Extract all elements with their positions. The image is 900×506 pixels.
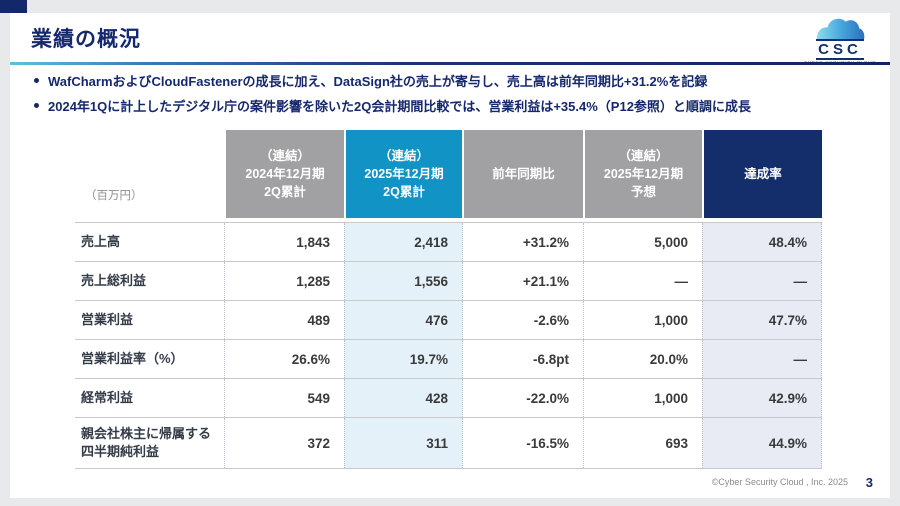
table-row: 親会社株主に帰属する四半期純利益 372 311 -16.5% 693 44.9…: [75, 417, 822, 469]
header-line: 前年同期比: [492, 166, 555, 181]
table-cell: 44.9%: [702, 418, 822, 468]
table-cell: 42.9%: [702, 379, 822, 417]
bullet-item: WafCharmおよびCloudFastenerの成長に加え、DataSign社…: [34, 74, 870, 90]
table-cell: —: [583, 262, 702, 300]
table-cell: 47.7%: [702, 301, 822, 339]
column-header-2024-2q: （連結） 2024年12月期 2Q累計: [224, 130, 344, 218]
table-body: 売上高 1,843 2,418 +31.2% 5,000 48.4% 売上総利益…: [75, 222, 822, 469]
logo-wordmark: CSC: [816, 39, 864, 61]
header-line: 2Q累計: [264, 185, 306, 200]
header-line: 予想: [630, 185, 656, 200]
table-header-row: （百万円） （連結） 2024年12月期 2Q累計 （連結） 2025年12月期…: [75, 130, 822, 218]
table-cell: 19.7%: [344, 340, 462, 378]
header-line: 2025年12月期: [364, 166, 444, 181]
table-cell: +21.1%: [462, 262, 583, 300]
csc-logo: CSC CYBER SECURITY CLOUD: [802, 14, 878, 67]
copyright-text: ©Cyber Security Cloud , Inc. 2025: [711, 477, 848, 487]
table-cell: 26.6%: [224, 340, 344, 378]
table-cell: 489: [224, 301, 344, 339]
row-label: 売上高: [81, 234, 121, 250]
table-cell: —: [702, 262, 822, 300]
table-row: 経常利益 549 428 -22.0% 1,000 42.9%: [75, 378, 822, 417]
header-line: 2024年12月期: [245, 166, 325, 181]
table-row: 売上総利益 1,285 1,556 +21.1% — —: [75, 261, 822, 300]
table-row: 売上高 1,843 2,418 +31.2% 5,000 48.4%: [75, 222, 822, 261]
slide-card: 業績の概況 CSC CYBER SECURITY CLOUD WafCharmお…: [10, 13, 890, 498]
table-cell: 1,843: [224, 223, 344, 261]
header-line: （連結）: [618, 148, 669, 163]
row-label: 売上総利益: [81, 273, 147, 289]
bullet-dot-icon: [34, 103, 39, 109]
table-cell: +31.2%: [462, 223, 583, 261]
table-cell: 428: [344, 379, 462, 417]
table-cell: 476: [344, 301, 462, 339]
table-cell: -6.8pt: [462, 340, 583, 378]
unit-label: （百万円）: [85, 190, 143, 203]
table-cell: 5,000: [583, 223, 702, 261]
header-line: （連結）: [259, 148, 310, 163]
table-row: 営業利益 489 476 -2.6% 1,000 47.7%: [75, 300, 822, 339]
page-number: 3: [865, 475, 873, 490]
summary-bullets: WafCharmおよびCloudFastenerの成長に加え、DataSign社…: [34, 74, 870, 125]
table-cell: 2,418: [344, 223, 462, 261]
table-cell: 1,000: [583, 301, 702, 339]
cloud-logo-icon: [802, 14, 878, 41]
table-cell: 372: [224, 418, 344, 468]
table-cell: -2.6%: [462, 301, 583, 339]
table-cell: 549: [224, 379, 344, 417]
row-label: 親会社株主に帰属する四半期純利益: [81, 426, 212, 459]
table-cell: -22.0%: [462, 379, 583, 417]
table-cell: 1,556: [344, 262, 462, 300]
column-header-2025-2q: （連結） 2025年12月期 2Q累計: [344, 130, 462, 218]
financial-results-table: （百万円） （連結） 2024年12月期 2Q累計 （連結） 2025年12月期…: [75, 130, 822, 469]
title-divider: [10, 62, 890, 65]
row-label: 経常利益: [81, 390, 134, 406]
column-header-forecast: （連結） 2025年12月期 予想: [583, 130, 702, 218]
table-cell: 20.0%: [583, 340, 702, 378]
column-header-yoy: 前年同期比: [462, 130, 583, 218]
header-line: 2Q累計: [383, 185, 425, 200]
table-cell: —: [702, 340, 822, 378]
page-title: 業績の概況: [31, 28, 141, 51]
header-line: 2025年12月期: [603, 166, 684, 181]
table-cell: 48.4%: [702, 223, 822, 261]
table-row: 営業利益率（%） 26.6% 19.7% -6.8pt 20.0% —: [75, 339, 822, 378]
column-header-achievement: 達成率: [702, 130, 822, 218]
row-label: 営業利益率（%）: [81, 351, 184, 367]
corner-accent: [0, 0, 27, 13]
bullet-text: 2024年1Qに計上したデジタル庁の案件影響を除いた2Q会計期間比較では、営業利…: [48, 99, 751, 115]
row-label: 営業利益: [81, 312, 134, 328]
bullet-dot-icon: [34, 78, 39, 83]
header-line: 達成率: [744, 166, 782, 181]
table-cell: -16.5%: [462, 418, 583, 468]
table-cell: 311: [344, 418, 462, 468]
header-line: （連結）: [378, 148, 429, 163]
bullet-item: 2024年1Qに計上したデジタル庁の案件影響を除いた2Q会計期間比較では、営業利…: [34, 99, 870, 115]
table-cell: 1,285: [224, 262, 344, 300]
table-cell: 693: [583, 418, 702, 468]
bullet-text: WafCharmおよびCloudFastenerの成長に加え、DataSign社…: [48, 74, 708, 89]
table-cell: 1,000: [583, 379, 702, 417]
